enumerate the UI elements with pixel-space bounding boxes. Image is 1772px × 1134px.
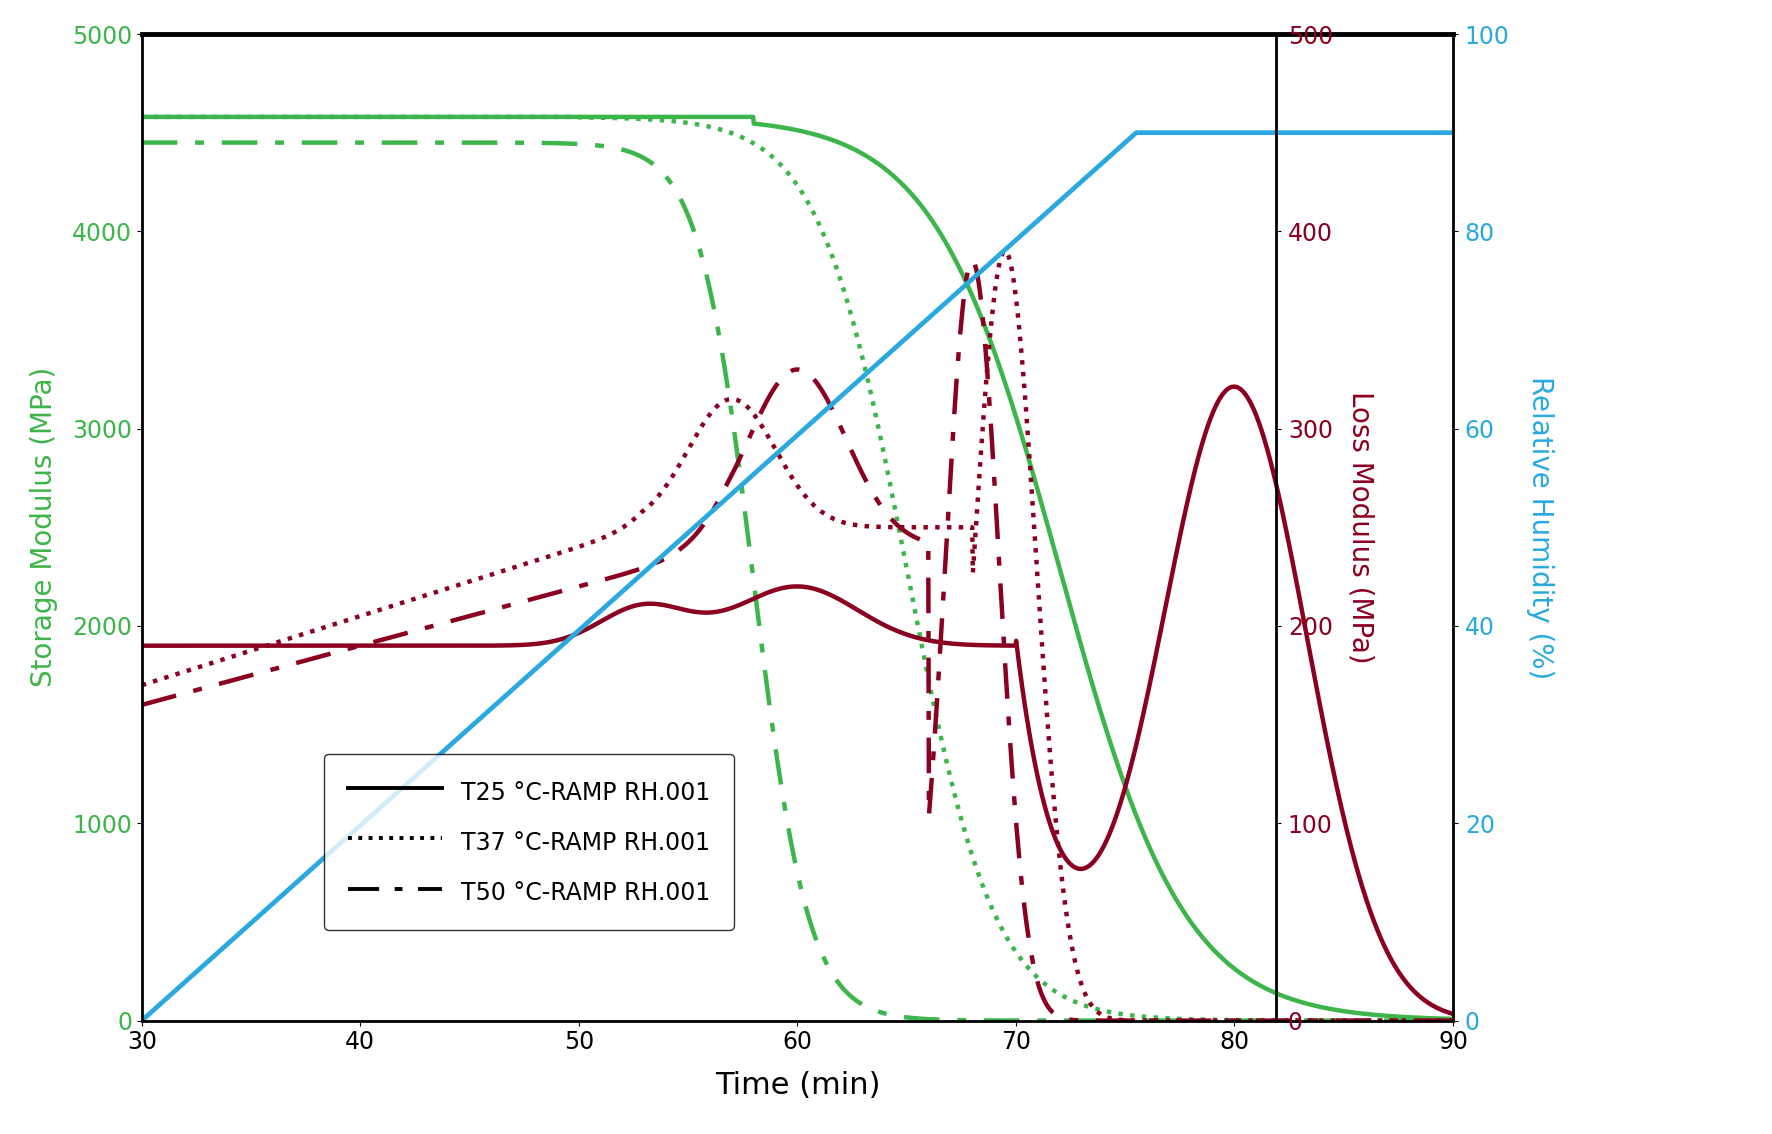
- Y-axis label: Storage Modulus (MPa): Storage Modulus (MPa): [30, 367, 58, 687]
- X-axis label: Time (min): Time (min): [714, 1070, 881, 1100]
- Y-axis label: Relative Humidity (%): Relative Humidity (%): [1526, 375, 1554, 679]
- Legend: T25 °C-RAMP RH.001, T37 °C-RAMP RH.001, T50 °C-RAMP RH.001: T25 °C-RAMP RH.001, T37 °C-RAMP RH.001, …: [324, 754, 734, 930]
- Y-axis label: Loss Modulus (MPa): Loss Modulus (MPa): [1347, 391, 1375, 663]
